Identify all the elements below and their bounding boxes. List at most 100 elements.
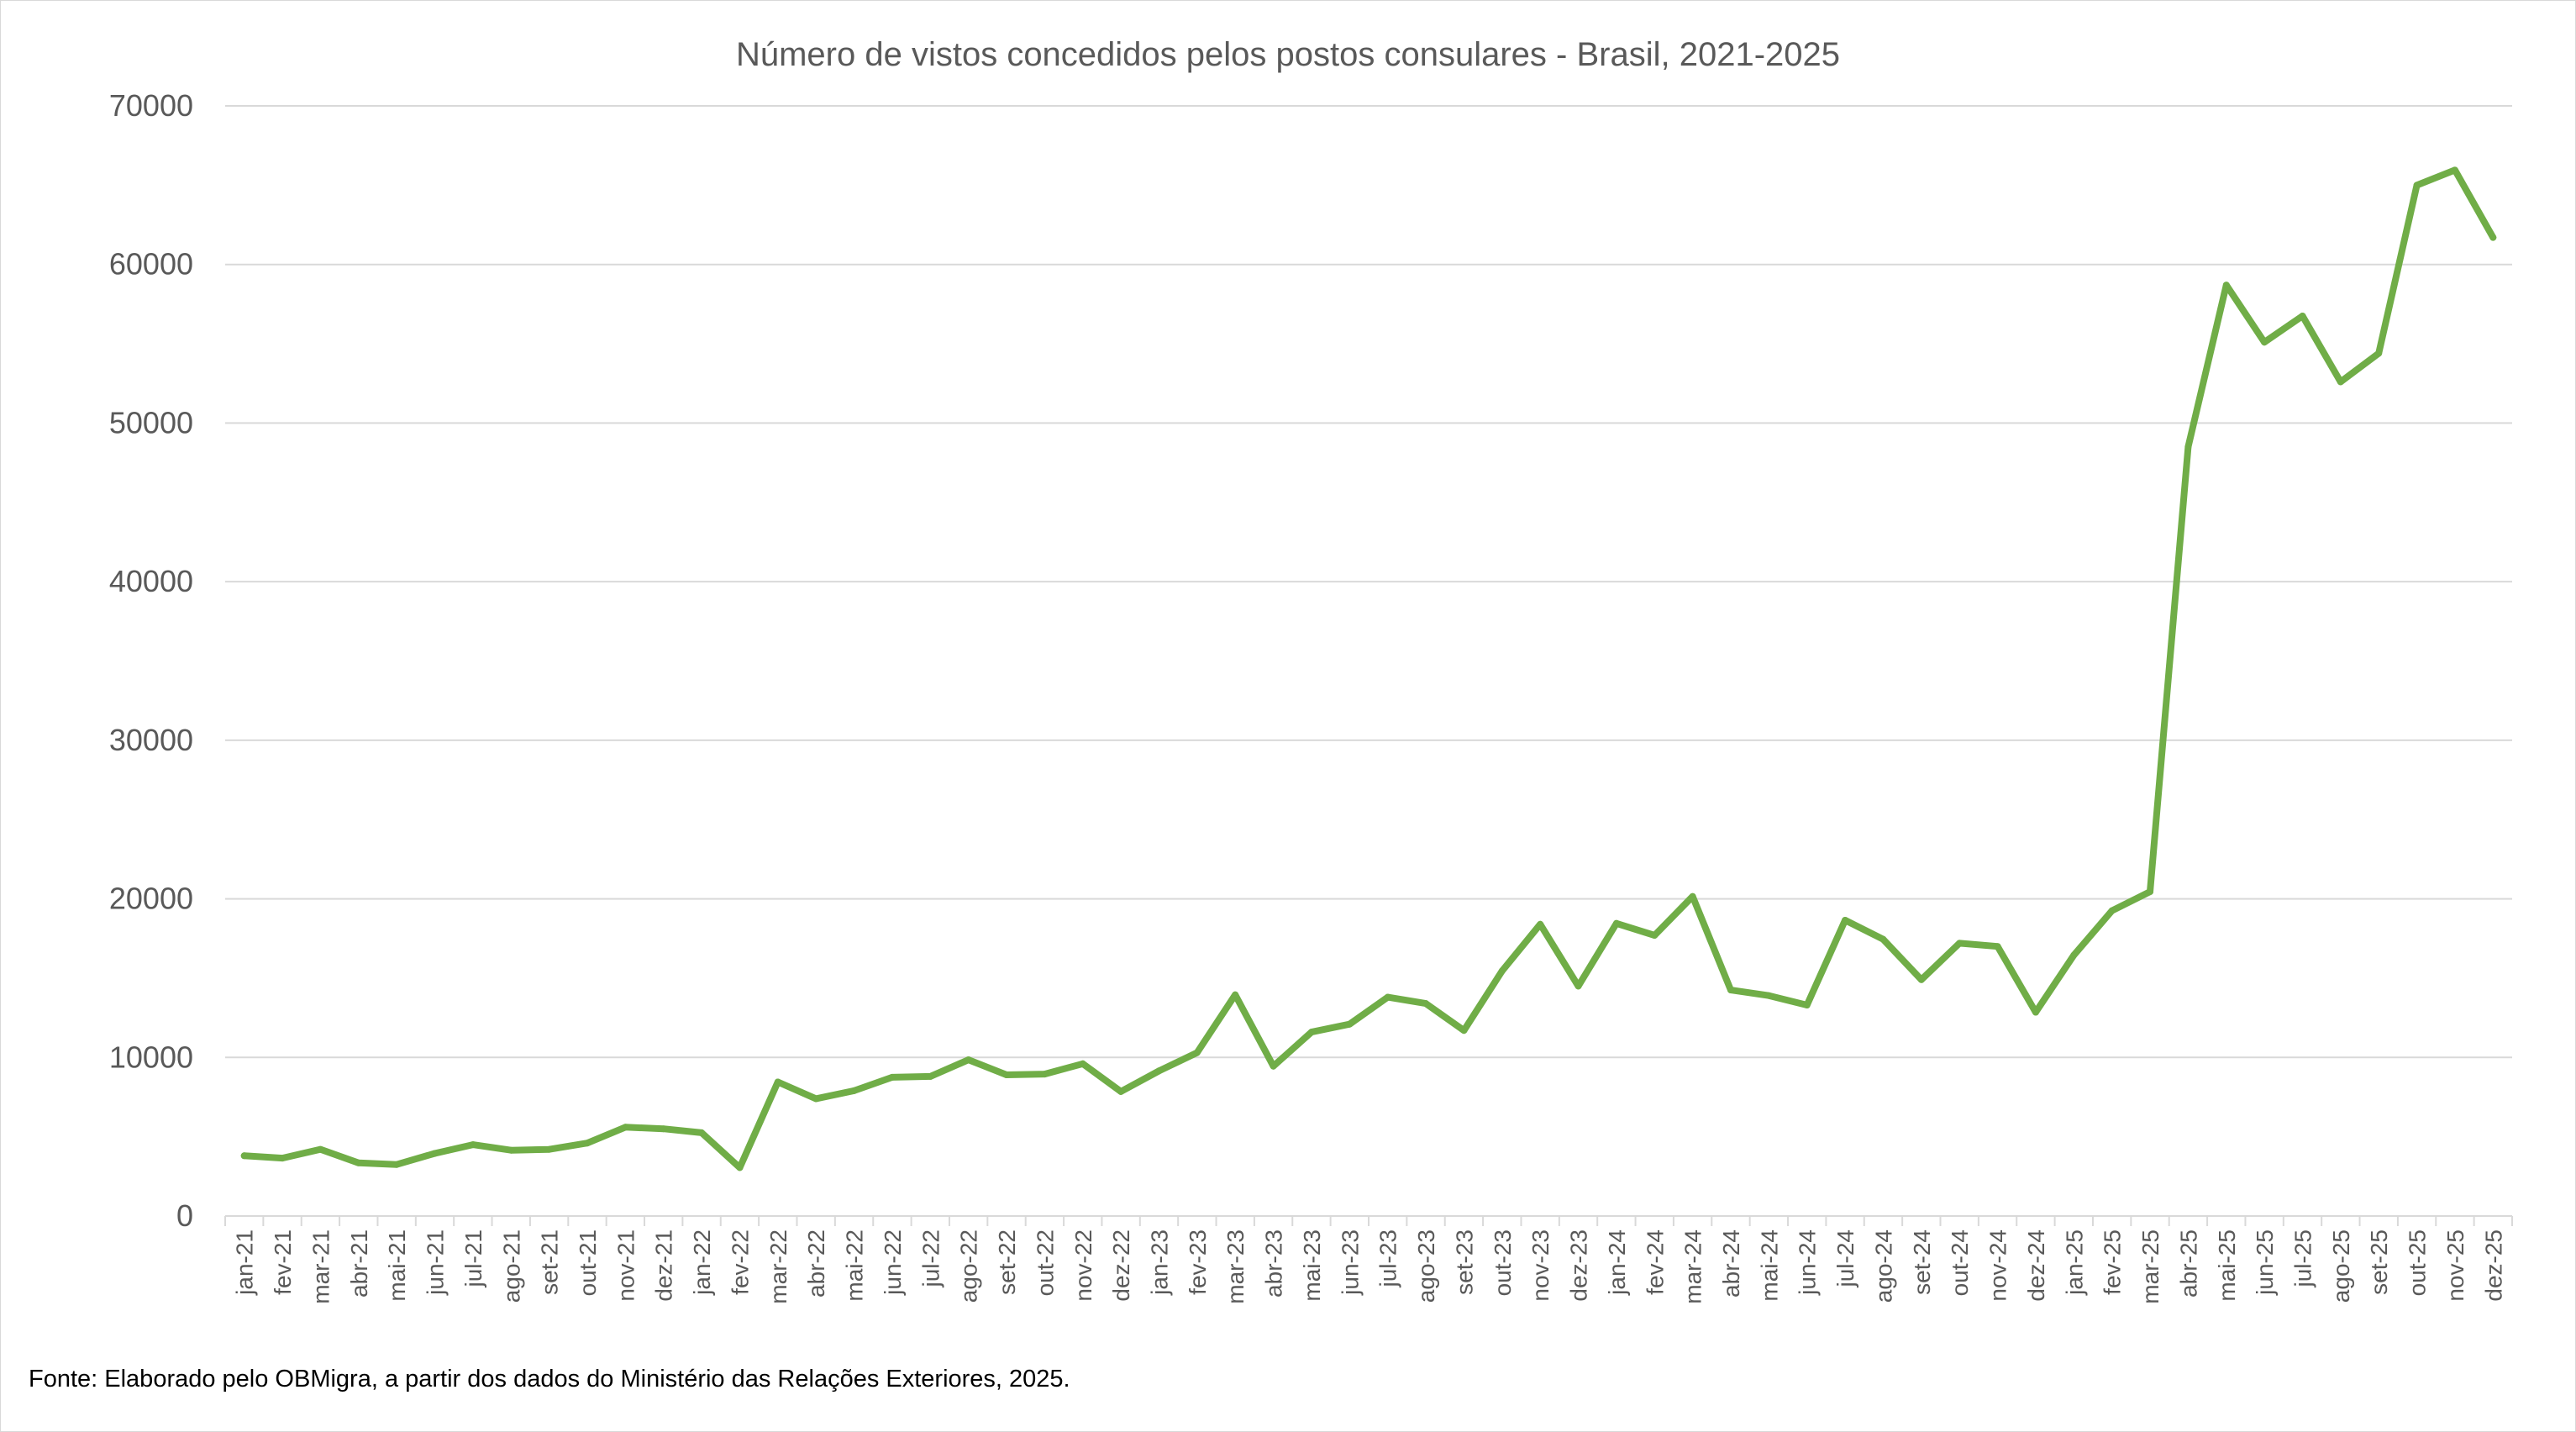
data-point: [240, 1152, 248, 1160]
x-tick-label: mai-21: [384, 1229, 410, 1302]
data-point: [850, 1087, 858, 1094]
data-point: [812, 1095, 820, 1103]
data-point: [1308, 1029, 1315, 1036]
x-tick-label: abr-25: [2175, 1229, 2201, 1298]
x-tick-label: ago-23: [1413, 1229, 1439, 1303]
x-tick-label: jun-21: [423, 1229, 449, 1296]
data-point: [431, 1150, 439, 1157]
y-tick-label: 70000: [109, 88, 193, 123]
data-point: [2375, 350, 2383, 357]
x-tick-label: out-22: [1032, 1229, 1058, 1296]
data-point: [1537, 920, 1544, 928]
x-tick-label: jul-25: [2289, 1229, 2316, 1287]
x-tick-label: abr-22: [803, 1229, 829, 1298]
x-tick-label: jul-22: [917, 1229, 944, 1287]
data-point: [2108, 907, 2116, 914]
source-note: Fonte: Elaborado pelo OBMigra, a partir …: [29, 1366, 1070, 1393]
data-point: [1346, 1020, 1354, 1028]
data-point: [1498, 967, 1506, 975]
data-point: [1155, 1067, 1163, 1075]
x-tick-label: jun-25: [2252, 1229, 2278, 1296]
data-point: [2147, 888, 2153, 896]
data-point: [2070, 951, 2078, 959]
x-axis: jan-21 fev-21 mar-21 abr-21 mai-21 jun-21 jul-…: [224, 1216, 2513, 1304]
data-point: [2489, 234, 2497, 241]
x-tick-label: jan-21: [232, 1229, 258, 1296]
x-tick-label: set-23: [1451, 1229, 1477, 1295]
data-point: [698, 1129, 706, 1136]
x-tick-label: out-24: [1947, 1229, 1973, 1296]
y-tick-label: 20000: [109, 882, 193, 916]
y-tick-label: 30000: [109, 723, 193, 757]
data-point: [1384, 993, 1391, 1001]
x-tick-label: ago-22: [956, 1229, 982, 1303]
data-point: [927, 1072, 934, 1080]
data-point: [1003, 1071, 1010, 1078]
data-point: [1956, 940, 1964, 947]
x-tick-label: jan-22: [689, 1229, 715, 1296]
x-tick-label: jun-22: [880, 1229, 906, 1296]
x-tick-label: fev-22: [727, 1229, 753, 1295]
x-tick-label: jun-24: [1795, 1229, 1821, 1296]
data-point: [1803, 1002, 1811, 1008]
data-point: [1575, 982, 1582, 990]
x-tick-label: jul-24: [1832, 1229, 1858, 1287]
x-tick-label: ago-21: [498, 1229, 524, 1303]
data-point: [1689, 892, 1696, 900]
x-tick-label: out-25: [2405, 1229, 2431, 1296]
data-point: [660, 1125, 667, 1133]
data-point: [545, 1145, 553, 1153]
x-tick-label: nov-24: [1985, 1229, 2011, 1302]
x-tick-label: mai-25: [2214, 1229, 2240, 1302]
data-point: [965, 1056, 972, 1064]
y-tick-label: 0: [176, 1198, 193, 1233]
x-tick-label: abr-24: [1718, 1229, 1744, 1298]
series-line: [240, 166, 2497, 1171]
x-tick-label: fev-21: [270, 1229, 296, 1295]
data-point: [317, 1145, 324, 1153]
x-tick-label: mar-21: [308, 1229, 334, 1304]
chart-title: Número de vistos concedidos pelos postos…: [736, 36, 1840, 73]
data-point: [2413, 182, 2421, 189]
x-tick-label: jun-23: [1337, 1229, 1363, 1296]
data-point: [736, 1164, 744, 1171]
x-tick-label: set-22: [994, 1229, 1020, 1295]
x-tick-label: ago-24: [1870, 1229, 1896, 1303]
data-point: [279, 1155, 287, 1162]
data-point: [1041, 1071, 1049, 1078]
data-point: [1994, 943, 2001, 950]
x-tick-label: mar-25: [2137, 1229, 2163, 1304]
x-tick-label: mar-22: [765, 1229, 791, 1304]
x-tick-label: nov-22: [1070, 1229, 1096, 1302]
data-point: [1917, 976, 1925, 983]
x-tick-label: dez-22: [1108, 1229, 1134, 1302]
x-tick-label: jan-23: [1146, 1229, 1172, 1296]
x-tick-label: out-21: [575, 1229, 601, 1296]
data-point: [2222, 282, 2230, 289]
x-tick-label: mai-23: [1299, 1229, 1325, 1302]
data-point: [1727, 987, 1734, 994]
data-point: [1422, 1000, 1429, 1008]
x-tick-label: set-25: [2366, 1229, 2392, 1295]
data-point: [2451, 166, 2458, 174]
x-tick-label: set-21: [537, 1229, 563, 1295]
data-point: [1879, 935, 1887, 943]
data-point: [2299, 313, 2306, 319]
x-tick-label: nov-25: [2442, 1229, 2468, 1302]
x-tick-label: mar-24: [1680, 1229, 1706, 1304]
x-tick-label: ago-25: [2328, 1229, 2354, 1303]
x-tick-label: jul-23: [1375, 1229, 1401, 1287]
data-point: [1117, 1087, 1125, 1095]
data-point: [622, 1124, 629, 1131]
series-layer: [240, 166, 2497, 1171]
x-tick-label: mai-24: [1756, 1229, 1782, 1302]
y-tick-label: 60000: [109, 247, 193, 282]
data-point: [507, 1146, 515, 1154]
data-point: [2261, 339, 2268, 346]
data-point: [774, 1078, 781, 1086]
x-tick-label: fev-23: [1185, 1229, 1211, 1295]
x-tick-label: dez-23: [1566, 1229, 1592, 1302]
x-tick-label: mai-22: [842, 1229, 868, 1302]
x-tick-label: nov-23: [1527, 1229, 1553, 1302]
